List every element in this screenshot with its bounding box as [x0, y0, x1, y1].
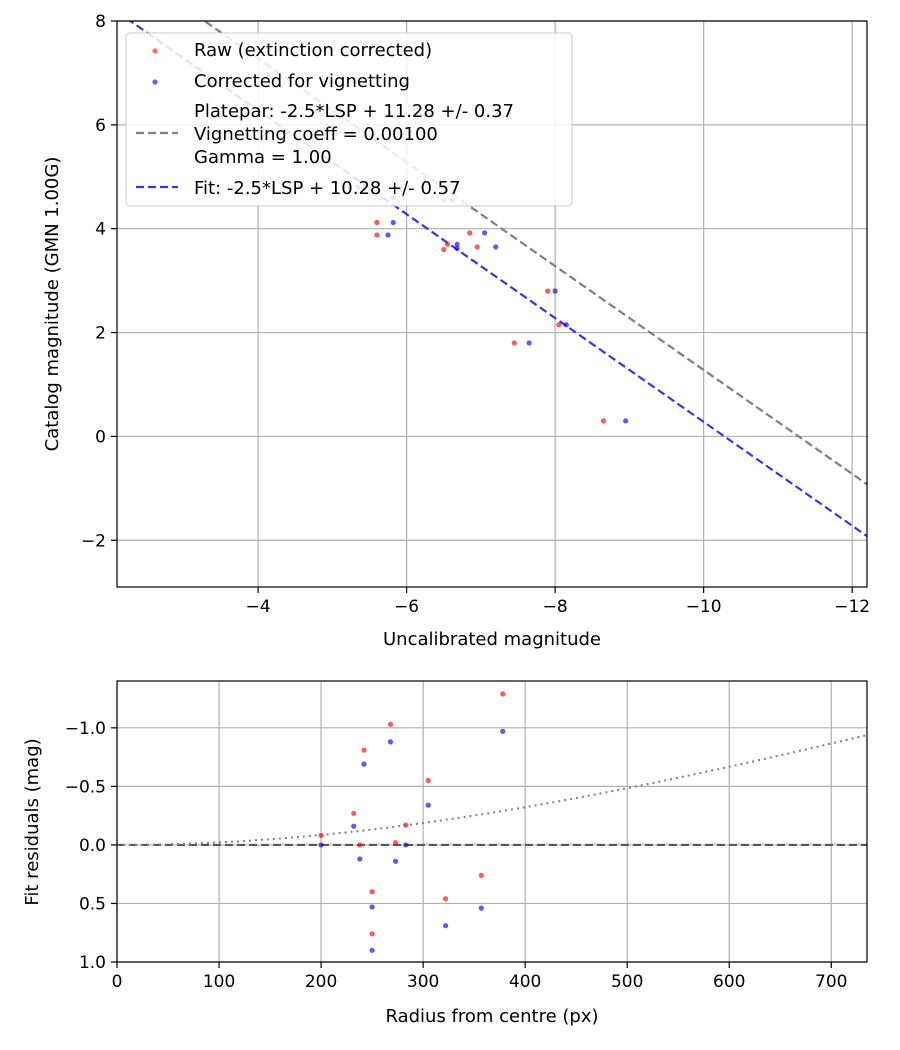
corrected-for-vignetting-point [385, 232, 391, 238]
y-tick-label: 2 [95, 324, 106, 344]
legend-label-platepar-line3: Gamma = 1.00 [194, 147, 332, 168]
corrected-for-vignetting-point [454, 241, 460, 247]
legend: Raw (extinction corrected) Corrected for… [125, 32, 573, 207]
bottom-scatter-points [318, 691, 506, 953]
raw-residuals-point [369, 889, 375, 895]
corrected-residuals-point [387, 739, 394, 745]
legend-label-platepar-line1: Platepar: -2.5*LSP + 11.28 +/- 0.37 [194, 101, 514, 122]
y-tick-label: −1.0 [65, 719, 106, 739]
bottom-ticks: 0 100 200 300 400 500 600 700 1.0 0.5 0.0 −0.5 −1.0 [65, 719, 848, 992]
corrected-residuals-point [318, 842, 324, 848]
y-tick-label: −0.5 [65, 777, 106, 797]
legend-label-raw: Raw (extinction corrected) [194, 40, 432, 61]
raw-residuals-point [425, 777, 431, 784]
raw-residuals-point [369, 931, 375, 937]
corrected-residuals-point [392, 858, 399, 864]
y-tick-label: 6 [95, 116, 106, 136]
x-tick-label: 100 [203, 972, 235, 992]
corrected-for-vignetting-point [526, 340, 532, 346]
bottom-xlabel: Radius from centre (px) [385, 1006, 598, 1027]
vignetting-curve [117, 734, 867, 846]
raw-extinction-corrected-point [441, 246, 447, 253]
x-tick-label: −8 [543, 597, 568, 617]
corrected-for-vignetting-point [563, 322, 569, 328]
x-tick-label: −12 [834, 597, 870, 617]
top-axes-frame [116, 20, 868, 588]
raw-residuals-point [357, 842, 363, 848]
corrected-residuals-point [500, 728, 506, 734]
legend-label-platepar-line2: Vignetting coeff = 0.00100 [194, 124, 438, 145]
corrected-for-vignetting-point [493, 244, 499, 250]
raw-residuals-point [403, 822, 409, 828]
legend-marker-corrected [152, 79, 158, 85]
corrected-residuals-point [403, 842, 409, 848]
raw-extinction-corrected-point [545, 288, 551, 294]
corrected-residuals-point [369, 904, 375, 910]
legend-box [125, 32, 573, 207]
fit-2-5-lsp-10-28-0-57 [128, 21, 867, 538]
x-tick-label: 500 [611, 972, 643, 992]
corrected-for-vignetting-point [481, 230, 488, 236]
corrected-residuals-point [442, 923, 449, 929]
y-tick-label: 1.0 [79, 953, 106, 973]
top-fit-lines [128, 21, 867, 538]
raw-extinction-corrected-point [474, 244, 480, 250]
bottom-ylabel: Fit residuals (mag) [22, 738, 43, 905]
raw-residuals-point [361, 747, 367, 753]
raw-residuals-point [387, 721, 394, 727]
corrected-residuals-point [351, 823, 357, 829]
y-tick-label: −2 [81, 531, 106, 551]
raw-extinction-corrected-point [374, 232, 380, 238]
corrected-residuals-point [357, 856, 363, 862]
top-ticks: −4 −6 −8 −10 −12 −2 0 2 4 6 8 [81, 12, 870, 617]
raw-residuals-point [392, 839, 399, 846]
raw-extinction-corrected-point [556, 322, 562, 328]
corrected-residuals-point [361, 761, 367, 767]
x-tick-label: −6 [394, 597, 419, 617]
raw-residuals-point [500, 691, 506, 697]
corrected-residuals-point [478, 905, 484, 911]
legend-label-corrected: Corrected for vignetting [194, 71, 410, 92]
y-tick-label: 0.0 [79, 836, 106, 856]
x-tick-label: −4 [246, 597, 271, 617]
raw-residuals-point [351, 810, 357, 816]
raw-extinction-corrected-point [374, 219, 380, 226]
corrected-for-vignetting-point [390, 219, 396, 226]
bottom-axes-frame [116, 680, 868, 963]
corrected-residuals-point [369, 947, 375, 953]
platepar-line [202, 21, 867, 486]
x-tick-label: 600 [713, 972, 745, 992]
raw-extinction-corrected-point [511, 340, 517, 346]
corrected-for-vignetting-point [454, 245, 460, 252]
raw-extinction-corrected-point [444, 241, 451, 247]
corrected-for-vignetting-point [552, 288, 558, 294]
legend-marker-raw [152, 48, 158, 54]
legend-label-fit: Fit: -2.5*LSP + 10.28 +/- 0.57 [194, 178, 461, 199]
x-tick-label: 400 [509, 972, 541, 992]
x-tick-label: 0 [112, 972, 123, 992]
raw-residuals-point [318, 832, 324, 839]
raw-residuals-point [442, 896, 449, 902]
x-tick-label: −10 [686, 597, 722, 617]
y-tick-label: 0 [95, 427, 106, 447]
x-tick-label: 300 [407, 972, 439, 992]
y-tick-label: 8 [95, 12, 106, 32]
corrected-residuals-point [425, 802, 431, 808]
top-ylabel: Catalog magnitude (GMN 1.00G) [42, 157, 63, 452]
corrected-for-vignetting-point [623, 418, 629, 424]
x-tick-label: 700 [815, 972, 847, 992]
raw-extinction-corrected-point [600, 418, 606, 424]
y-tick-label: 4 [95, 220, 106, 240]
top-xlabel: Uncalibrated magnitude [383, 629, 601, 650]
raw-residuals-point [478, 872, 484, 878]
raw-extinction-corrected-point [467, 230, 473, 236]
bottom-reference-lines [117, 734, 867, 847]
y-tick-label: 0.5 [79, 894, 106, 914]
x-tick-label: 200 [305, 972, 337, 992]
